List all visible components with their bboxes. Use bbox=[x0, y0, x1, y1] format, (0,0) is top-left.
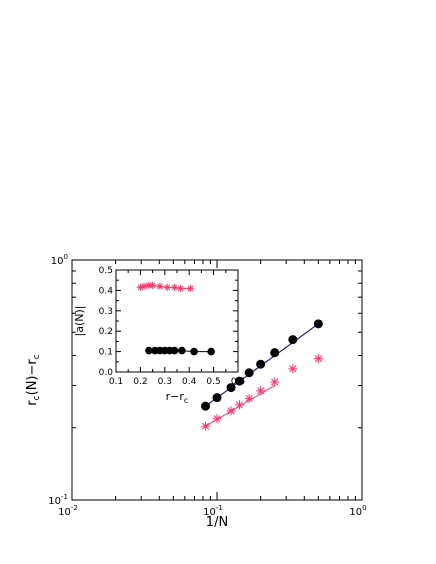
main-point-asterisk bbox=[313, 354, 323, 364]
main-point-circle bbox=[200, 401, 210, 411]
inset-point-asterisk bbox=[163, 283, 171, 291]
inset-point-asterisk bbox=[149, 281, 157, 289]
inset-point-asterisk bbox=[177, 284, 185, 292]
inset-point-asterisk bbox=[156, 282, 164, 290]
inset-y-tick-label: 0.4 bbox=[99, 286, 114, 296]
main-x-axis-label: 1/N bbox=[206, 515, 228, 530]
inset-y-tick-label: 0.0 bbox=[99, 368, 114, 378]
x-tick-label: 10-2 bbox=[58, 504, 78, 518]
main-point-asterisk bbox=[270, 377, 280, 387]
inset-y-tick-label: 0.1 bbox=[99, 348, 113, 358]
inset-tick-labels: 0.1 0.2 0.3 0.4 0.5 0.60.00.10.20.30.40.5 bbox=[99, 266, 246, 387]
inset-y-tick-label: 0.3 bbox=[99, 307, 113, 317]
main-point-circle bbox=[234, 376, 244, 386]
inset-axis-ticks bbox=[115, 269, 239, 373]
main-point-asterisk bbox=[212, 414, 222, 424]
inset-point-asterisk bbox=[170, 283, 179, 291]
main-point-circle bbox=[244, 368, 254, 378]
inset-x-tick-label: 0.2 bbox=[133, 377, 147, 387]
inset-point-circle bbox=[207, 347, 215, 356]
inset-x-tick-label: 0.6 bbox=[231, 377, 246, 387]
main-point-circle bbox=[226, 383, 236, 393]
inset-x-tick-label: 0.4 bbox=[182, 377, 197, 387]
main-axis-ticks bbox=[71, 259, 363, 501]
inset-y-axis-label: |a(N)| bbox=[73, 306, 86, 337]
inset-series-group bbox=[136, 281, 215, 356]
inset-y-tick-label: 0.5 bbox=[99, 266, 113, 276]
main-y-axis-label: rc(N)−rc bbox=[25, 354, 42, 405]
main-series-group bbox=[200, 319, 323, 431]
x-tick-label: 100 bbox=[349, 504, 366, 518]
x-tick-label: 10-1 bbox=[203, 504, 223, 518]
main-point-circle bbox=[212, 393, 222, 403]
main-point-asterisk bbox=[288, 364, 298, 374]
inset-point-circle bbox=[170, 346, 179, 355]
inset-x-axis-label: r−rc bbox=[166, 390, 189, 405]
inset-point-circle bbox=[178, 346, 186, 355]
main-point-asterisk bbox=[226, 406, 236, 416]
main-point-circle bbox=[256, 359, 266, 369]
inset-point-circle bbox=[190, 347, 198, 356]
inset-point-circle bbox=[145, 346, 153, 355]
y-tick-label: 100 bbox=[51, 253, 68, 267]
main-point-circle bbox=[288, 335, 298, 345]
main-point-asterisk bbox=[244, 393, 254, 403]
main-point-circle bbox=[270, 348, 280, 358]
inset-y-tick-label: 0.2 bbox=[99, 327, 113, 337]
main-point-circle bbox=[313, 319, 323, 329]
inset-x-tick-label: 0.3 bbox=[158, 377, 172, 387]
y-tick-label: 10-1 bbox=[48, 493, 68, 507]
main-point-asterisk bbox=[256, 386, 266, 396]
main-point-asterisk bbox=[234, 400, 244, 410]
inset-x-tick-label: 0.5 bbox=[206, 377, 220, 387]
inset-point-asterisk bbox=[140, 282, 148, 290]
inset-point-asterisk bbox=[186, 284, 195, 292]
inset-x-tick-label: 0.1 bbox=[109, 377, 123, 387]
main-point-asterisk bbox=[200, 421, 210, 431]
